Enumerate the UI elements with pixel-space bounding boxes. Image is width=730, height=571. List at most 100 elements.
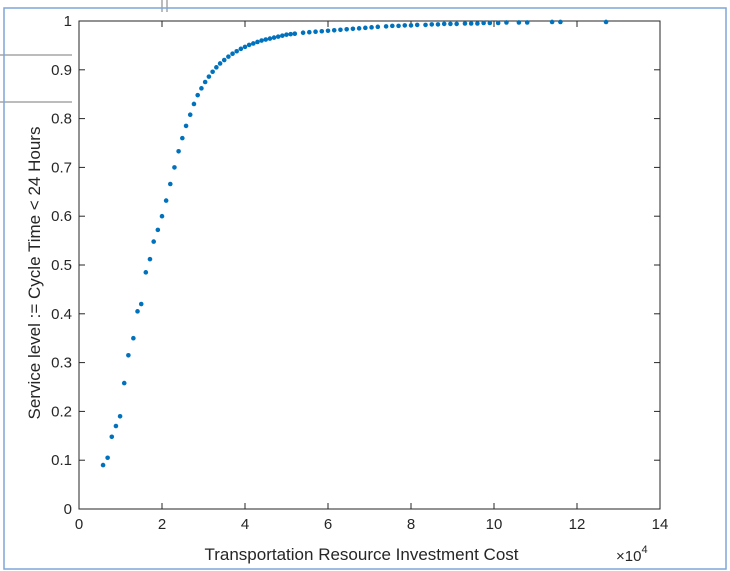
data-point [168, 181, 173, 187]
data-point [462, 21, 468, 26]
x-tick-label: 12 [569, 516, 586, 533]
data-point [338, 27, 343, 33]
data-point [138, 301, 144, 307]
data-point [263, 37, 269, 42]
data-point [210, 69, 215, 75]
data-point [504, 20, 509, 25]
data-point [163, 198, 169, 203]
data-point [251, 41, 256, 46]
y-tick-label: 0.9 [51, 62, 72, 79]
data-point [408, 23, 414, 28]
x-axis-multiplier: ×104 [616, 544, 648, 565]
data-point [255, 39, 260, 45]
data-point [147, 256, 153, 262]
data-point [524, 20, 530, 25]
data-point [117, 413, 123, 419]
y-axis-label: Service level := Cycle Time < 24 Hours [25, 127, 44, 420]
data-point [105, 455, 110, 461]
data-point [319, 28, 325, 34]
data-point [202, 79, 208, 85]
data-point [350, 26, 356, 32]
data-point [230, 51, 235, 56]
data-point [390, 23, 395, 29]
y-tick-label: 0 [64, 501, 72, 518]
data-point [221, 57, 227, 63]
y-tick-label: 0.3 [51, 355, 72, 372]
data-point [109, 434, 115, 440]
y-tick-label: 0.4 [51, 306, 72, 323]
y-tick-label: 0.1 [51, 452, 72, 469]
data-point [155, 227, 161, 233]
x-tick-label: 4 [241, 516, 249, 533]
data-point [113, 423, 119, 429]
data-point [180, 135, 185, 141]
data-point [271, 35, 277, 40]
data-point [159, 213, 165, 219]
data-point [414, 22, 420, 28]
data-point [429, 22, 435, 27]
multiplier-base: ×10 [616, 548, 641, 565]
data-point [435, 22, 441, 27]
data-point [375, 24, 381, 30]
data-point [176, 148, 181, 154]
y-tick-label: 0.8 [51, 111, 72, 128]
data-point [183, 123, 189, 129]
x-tick-label: 0 [75, 516, 83, 533]
x-tick-label: 14 [652, 516, 669, 533]
data-point [487, 20, 493, 26]
data-point [275, 34, 281, 39]
data-point [441, 21, 447, 27]
data-point [300, 30, 306, 36]
data-point [603, 19, 609, 25]
data-point [126, 352, 131, 358]
y-tick-label: 0.5 [51, 257, 72, 274]
data-point [226, 54, 231, 59]
y-tick-label: 0.2 [51, 403, 72, 420]
data-points [100, 19, 609, 468]
data-point [331, 27, 337, 33]
data-point [481, 20, 486, 26]
y-tick-label: 0.6 [51, 208, 72, 225]
data-point [344, 26, 349, 32]
data-point [292, 31, 298, 36]
data-point [191, 101, 197, 107]
data-point [242, 44, 248, 50]
data-point [259, 38, 264, 43]
data-point [284, 32, 289, 37]
data-point [151, 239, 156, 244]
data-point [214, 65, 219, 70]
data-point [206, 74, 212, 79]
data-point [307, 29, 312, 35]
data-point [495, 20, 501, 26]
multiplier-exponent: 4 [641, 544, 647, 556]
y-tick-label: 0.7 [51, 159, 72, 176]
y-tick-label: 1 [64, 13, 72, 30]
y-axis-ticks: 0 0.1 0.2 0.3 0.4 0.5 0.6 0.7 0.8 0.9 1 [51, 13, 660, 518]
data-point [423, 22, 428, 28]
data-point [288, 31, 293, 37]
data-point [131, 335, 136, 341]
data-point [199, 86, 204, 91]
x-axis-ticks: 0 2 4 6 8 10 12 14 [75, 21, 669, 533]
data-point [383, 24, 389, 29]
data-point [187, 112, 193, 117]
data-point [549, 19, 555, 25]
data-point [402, 23, 408, 28]
window-frame [3, 7, 727, 570]
data-point [356, 26, 362, 31]
data-point [100, 462, 106, 468]
data-point [325, 28, 331, 34]
plot-area [78, 20, 661, 510]
data-point [238, 46, 244, 52]
data-point [516, 20, 522, 25]
data-point [143, 270, 149, 275]
data-point [313, 29, 318, 35]
data-point [558, 19, 563, 25]
data-point [234, 48, 239, 54]
data-point [468, 21, 474, 26]
data-point [267, 36, 273, 41]
data-point [172, 165, 177, 170]
data-point [121, 380, 127, 386]
data-point [246, 42, 252, 48]
